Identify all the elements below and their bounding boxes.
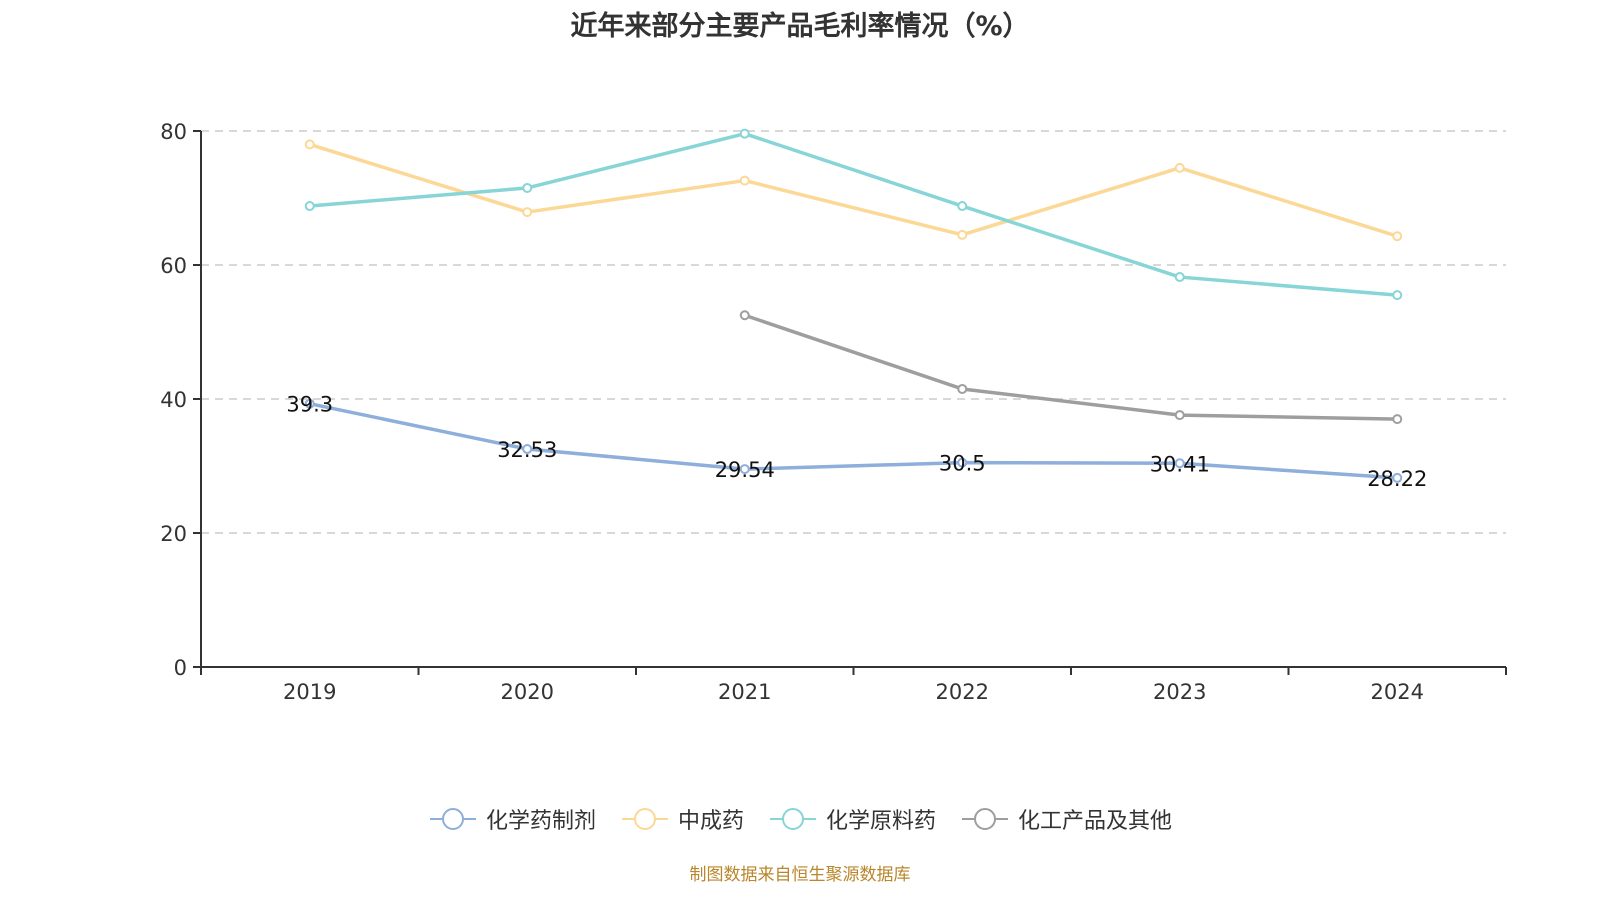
legend-circle xyxy=(974,808,997,830)
data-point xyxy=(522,444,533,455)
legend-label: 化学原料药 xyxy=(826,809,937,834)
data-point xyxy=(957,383,968,394)
data-point xyxy=(1392,290,1403,301)
grid-lines xyxy=(201,130,1506,534)
chart-title: 近年来部分主要产品毛利率情况（%） xyxy=(570,11,1030,42)
series-lines xyxy=(304,128,1403,483)
legend-item[interactable]: 中成药 xyxy=(620,803,744,835)
data-point xyxy=(957,201,968,212)
data-point xyxy=(1392,414,1403,425)
data-label: 30.5 xyxy=(939,452,986,476)
legend-circle xyxy=(441,808,464,830)
legend-label: 化学药制剂 xyxy=(485,809,596,834)
data-point xyxy=(1174,410,1185,421)
data-label: 28.22 xyxy=(1367,467,1427,491)
data-label: 30.41 xyxy=(1150,452,1210,476)
data-point xyxy=(304,201,315,212)
legend: 化学药制剂 中成药 化学原料药 化工产品及其他 xyxy=(0,803,1600,835)
legend-item[interactable]: 化学原料药 xyxy=(768,803,936,835)
x-tick-label: 2024 xyxy=(1371,680,1424,704)
series-line-3 xyxy=(743,313,1399,421)
data-label: 32.53 xyxy=(497,438,557,462)
data-label: 29.54 xyxy=(715,458,775,482)
y-tick-label: 40 xyxy=(160,388,187,412)
legend-line-marker-icon xyxy=(621,808,668,830)
x-tick-label: 2020 xyxy=(501,680,554,704)
y-tick-label: 80 xyxy=(160,120,187,144)
data-point xyxy=(304,398,315,409)
legend-label: 中成药 xyxy=(677,809,744,834)
series-line-1 xyxy=(308,142,1399,238)
data-point xyxy=(739,128,750,139)
legend-circle xyxy=(633,808,656,830)
x-tick-label: 2021 xyxy=(718,680,771,704)
data-point xyxy=(739,310,750,321)
data-point xyxy=(1392,472,1403,483)
legend-item[interactable]: 化工产品及其他 xyxy=(960,803,1172,835)
x-tick-label: 2022 xyxy=(936,680,989,704)
data-labels: 39.3 32.53 29.54 30.5 30.41 28.22 xyxy=(286,393,1427,491)
data-point xyxy=(1392,231,1403,242)
x-tick-label: 2019 xyxy=(283,680,336,704)
source-note: 制图数据来自恒生聚源数据库 xyxy=(689,865,911,885)
y-tick-label: 20 xyxy=(160,522,187,546)
x-tick-label: 2023 xyxy=(1153,680,1206,704)
data-point xyxy=(304,139,315,150)
data-point xyxy=(739,464,750,475)
legend-line-marker-icon xyxy=(962,808,1009,830)
series-line-0 xyxy=(308,401,1399,480)
legend-line-marker-icon xyxy=(429,808,476,830)
data-point xyxy=(957,229,968,240)
legend-item[interactable]: 化学药制剂 xyxy=(428,803,596,835)
legend-label: 化工产品及其他 xyxy=(1018,809,1173,834)
data-point xyxy=(522,207,533,218)
data-label: 39.3 xyxy=(286,393,333,417)
axes: 0 20 40 60 80 2019 2020 2021 2022 2023 2024 xyxy=(160,120,1507,704)
data-point xyxy=(1174,272,1185,283)
data-point xyxy=(522,182,533,193)
legend-line-marker-icon xyxy=(770,808,816,830)
data-point xyxy=(1174,458,1185,469)
y-tick-label: 0 xyxy=(174,656,187,680)
y-tick-label: 60 xyxy=(160,254,187,278)
series-line-2 xyxy=(308,131,1399,297)
legend-circle xyxy=(782,808,804,830)
data-point xyxy=(1174,162,1185,173)
data-point xyxy=(739,175,750,186)
data-point xyxy=(957,457,968,468)
